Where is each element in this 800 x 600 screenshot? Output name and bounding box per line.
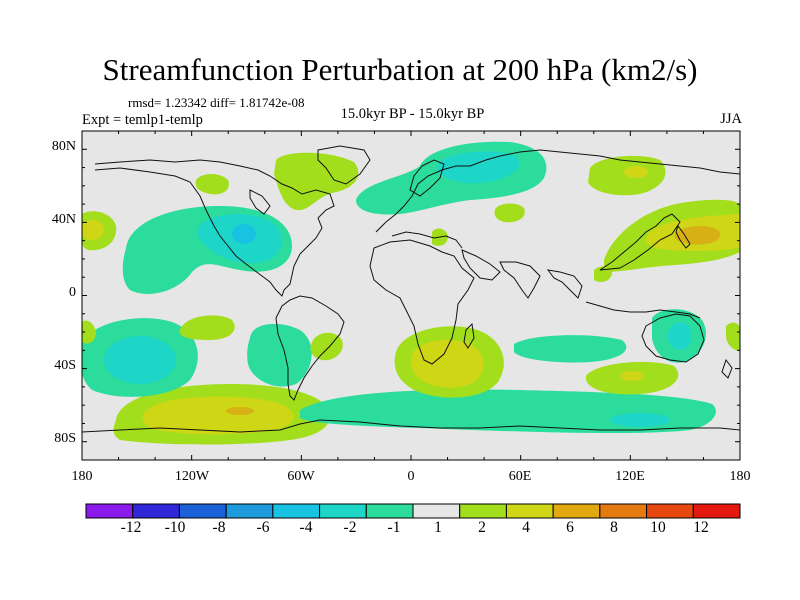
coastline-china [599,213,681,271]
lat-label-40s: 40S [54,358,76,373]
contour-southern-positive-core [142,396,294,435]
colorbar [85,503,741,519]
colorbar-label: 10 [650,519,666,536]
contour-north-pacific-positive-core [82,220,104,240]
contour-japan-positive-peak [674,226,721,245]
colorbar-label: 6 [566,519,574,536]
coastlines [82,145,740,433]
lat-label-80n: 80N [51,139,76,154]
experiment-label: Expt = temlp1-temlp [82,112,203,128]
colorbar-label: -6 [256,519,270,536]
colorbar-swatch [505,503,554,519]
colorbar-swatch [599,503,648,519]
contour-south-china-positive [594,266,612,282]
coastline-australia [641,313,705,363]
stats-line: rmsd= 1.23342 diff= 1.81742e-08 [128,95,305,110]
contour-alaska-positive [195,174,229,195]
lon-label-120e: 120E [615,469,645,484]
colorbar-swatch [225,503,274,519]
lat-label-80s: 80S [54,431,76,446]
plot-title: Streamfunction Perturbation at 200 hPa (… [102,52,698,87]
lon-label-60e: 60E [508,469,532,484]
contour-indian-negative [514,335,627,363]
axis-ticks [81,130,741,461]
lon-label-60w: 60W [287,469,315,484]
coastline-greenland [317,145,371,185]
contour-australia-south-positive-core [620,371,644,381]
colorbar-label: 8 [610,519,618,536]
coastline-north-america [94,159,335,297]
lon-label-180-left: 180 [71,469,93,484]
colorbar-swatch [412,503,461,519]
colorbar-label: -12 [120,519,142,536]
coastline-scandinavia [409,159,445,197]
colorbar-swatch [85,503,134,519]
lat-label-40n: 40N [51,212,76,227]
colorbar-label: 1 [434,519,442,536]
contour-antarctic-negative-core [610,413,670,427]
colorbar-label: -10 [164,519,186,536]
colorbar-label: -1 [387,519,401,536]
contour-se-pacific-negative [247,323,312,387]
colorbar-label: 2 [478,519,486,536]
contour-canada-positive [274,152,359,211]
lat-label-0: 0 [69,285,76,300]
colorbar-label: -8 [212,519,226,536]
contour-far-east-positive [726,322,740,351]
coastline-madagascar [463,322,475,349]
contour-field [82,131,740,460]
colorbar-swatch [272,503,321,519]
colorbar-label: -4 [299,519,313,536]
colorbar-swatch [552,503,601,519]
colorbar-swatch [132,503,180,519]
contour-west-edge-positive [82,320,96,344]
coastline-se-asia [546,269,583,299]
coastline-arabia [461,249,501,281]
colorbar-swatch [365,503,414,519]
colorbar-label: -2 [343,519,357,536]
colorbar-swatch [178,503,227,519]
coastline-south-america [275,295,345,401]
contour-southern-positive-peak [226,407,254,415]
coastline-antarctica [82,419,740,433]
period-label: 15.0kyr BP - 15.0kyr BP [340,106,485,122]
coastline-japan [675,224,691,249]
lon-label-0: 0 [407,469,415,484]
lon-label-180-right: 180 [729,469,751,484]
contour-north-america-negative-peak [232,224,256,244]
coastline-new-zealand [721,358,733,379]
colorbar-label: 12 [693,519,709,536]
coastline-india [499,261,541,299]
colorbar-label: 4 [522,519,530,536]
colorbar-swatch [459,503,507,519]
coastline-mediterranean [391,231,463,249]
contour-eurasia-negative-core [438,151,520,184]
lon-label-120w: 120W [174,469,210,484]
colorbar-swatch [646,503,694,519]
coastline-africa [369,239,475,365]
coastline-europe [375,149,740,233]
contour-south-pacific-negative-core [104,336,176,384]
colorbar-swatch [319,503,367,519]
season-label: JJA [720,111,742,127]
contour-siberia-positive-core [624,166,648,178]
contour-south-africa-positive-core [410,339,484,388]
contour-australia-negative-core [668,322,692,350]
colorbar-swatch [692,503,741,519]
coastline-hudson-bay [249,189,271,215]
contour-central-asia-positive [494,203,525,223]
coastline-indonesia [585,301,701,319]
contour-central-pacific-positive [179,315,235,340]
